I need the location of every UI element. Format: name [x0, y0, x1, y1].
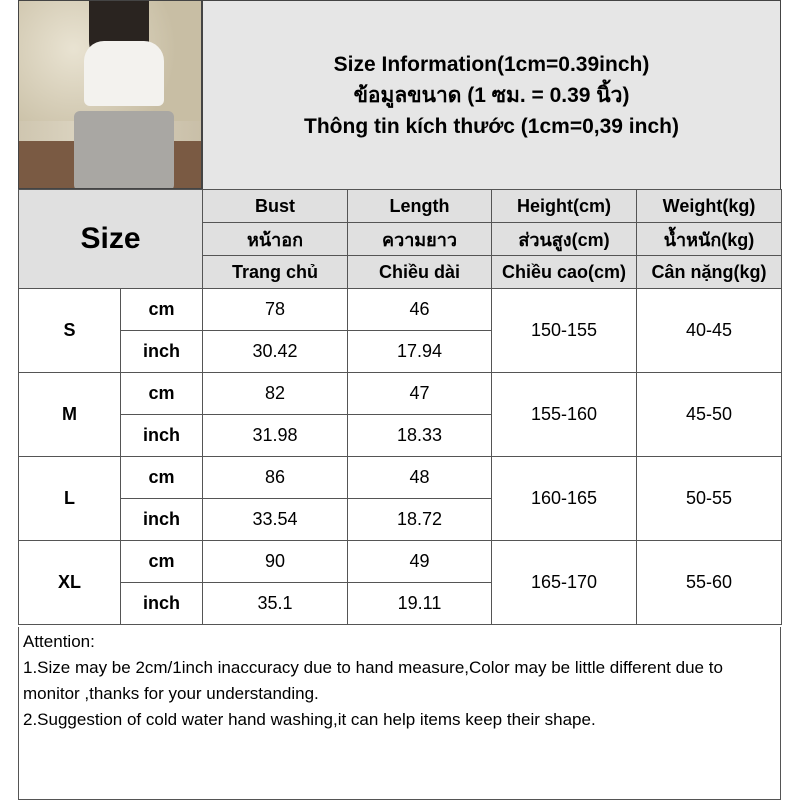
- col-bust-th: หน้าอก: [202, 222, 348, 256]
- table-row: XL cm 90 49 165-170 55-60: [18, 540, 782, 625]
- col-weight-en: Weight(kg): [636, 189, 782, 223]
- unit-cell: inch: [120, 330, 203, 373]
- col-height-en: Height(cm): [491, 189, 637, 223]
- table-row: inch 35.1 19.11: [19, 582, 782, 625]
- unit-cell: cm: [120, 288, 203, 331]
- weight-cell: 55-60: [636, 540, 782, 625]
- col-weight-th: น้ำหนัก(kg): [636, 222, 782, 256]
- title-th: ข้อมูลขนาด (1 ซม. = 0.39 นิ้ว): [353, 83, 630, 107]
- unit-cell: cm: [120, 372, 203, 415]
- table-row: inch 31.98 18.33: [19, 414, 782, 457]
- length-cm-cell: 49: [347, 540, 492, 583]
- length-inch-cell: 18.72: [347, 498, 492, 541]
- attention-note-2: 2.Suggestion of cold water hand washing,…: [23, 710, 596, 729]
- size-cell: XL: [18, 540, 121, 625]
- bust-inch-cell: 33.54: [202, 498, 348, 541]
- bust-cm-cell: 90: [202, 540, 348, 583]
- weight-cell: 50-55: [636, 456, 782, 541]
- length-cm-cell: 47: [347, 372, 492, 415]
- size-header: Size: [18, 189, 203, 289]
- height-cell: 165-170: [491, 540, 637, 625]
- height-cell: 160-165: [491, 456, 637, 541]
- length-cm-cell: 46: [347, 288, 492, 331]
- product-photo: [18, 0, 202, 189]
- bust-cm-cell: 78: [202, 288, 348, 331]
- weight-cell: 40-45: [636, 288, 782, 373]
- table-row: inch 33.54 18.72: [19, 498, 782, 541]
- title-vi: Thông tin kích thước (1cm=0,39 inch): [304, 114, 679, 138]
- bust-cm-cell: 82: [202, 372, 348, 415]
- height-cell: 155-160: [491, 372, 637, 457]
- col-length-vi: Chiều dài: [347, 255, 492, 289]
- col-length-th: ความยาว: [347, 222, 492, 256]
- weight-cell: 45-50: [636, 372, 782, 457]
- length-inch-cell: 18.33: [347, 414, 492, 457]
- bust-cm-cell: 86: [202, 456, 348, 499]
- attention-notes: Attention: 1.Size may be 2cm/1inch inacc…: [18, 627, 781, 800]
- unit-cell: inch: [120, 498, 203, 541]
- length-cm-cell: 48: [347, 456, 492, 499]
- size-cell: S: [18, 288, 121, 373]
- table-row: inch 30.42 17.94: [19, 330, 782, 373]
- col-bust-en: Bust: [202, 189, 348, 223]
- length-inch-cell: 17.94: [347, 330, 492, 373]
- size-cell: L: [18, 456, 121, 541]
- height-cell: 150-155: [491, 288, 637, 373]
- attention-note-1: 1.Size may be 2cm/1inch inaccuracy due t…: [23, 658, 723, 703]
- unit-cell: inch: [120, 414, 203, 457]
- size-info-header: Size Information(1cm=0.39inch) ข้อมูลขนา…: [202, 0, 781, 190]
- bust-inch-cell: 35.1: [202, 582, 348, 625]
- col-length-en: Length: [347, 189, 492, 223]
- unit-cell: inch: [120, 582, 203, 625]
- col-bust-vi: Trang chủ: [202, 255, 348, 289]
- bust-inch-cell: 30.42: [202, 330, 348, 373]
- length-inch-cell: 19.11: [347, 582, 492, 625]
- bust-inch-cell: 31.98: [202, 414, 348, 457]
- col-height-th: ส่วนสูง(cm): [491, 222, 637, 256]
- unit-cell: cm: [120, 456, 203, 499]
- col-height-vi: Chiều cao(cm): [491, 255, 637, 289]
- attention-title: Attention:: [23, 632, 95, 651]
- size-table: Size Bust Length Height(cm) Weight(kg) ห…: [18, 189, 782, 625]
- col-weight-vi: Cân nặng(kg): [636, 255, 782, 289]
- title-en: Size Information(1cm=0.39inch): [333, 52, 650, 76]
- size-cell: M: [18, 372, 121, 457]
- unit-cell: cm: [120, 540, 203, 583]
